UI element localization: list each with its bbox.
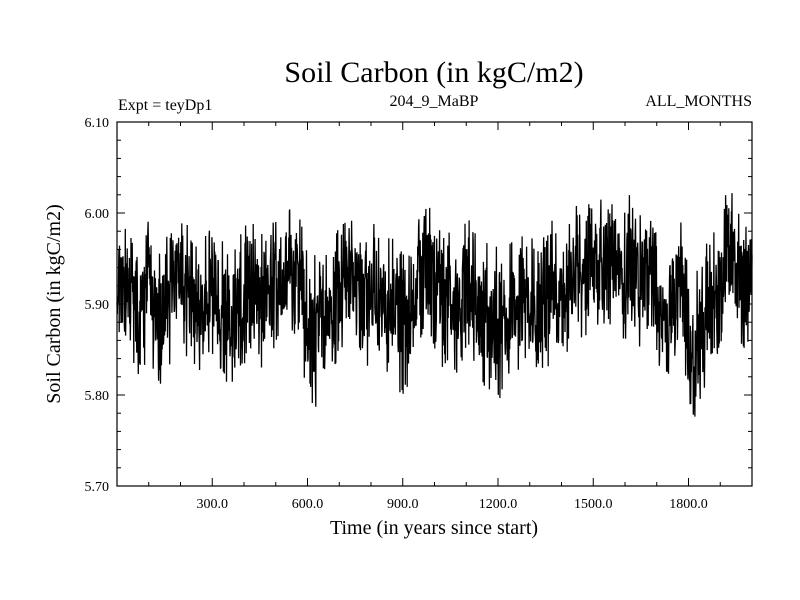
x-tick-label: 600.0: [292, 497, 324, 512]
x-tick-label: 1800.0: [669, 497, 708, 512]
series-line: [116, 193, 753, 417]
x-tick-label: 1200.0: [479, 497, 518, 512]
y-tick-label: 5.90: [85, 298, 110, 313]
y-tick-label: 5.80: [85, 389, 110, 404]
x-tick-label: 300.0: [197, 497, 229, 512]
x-tick-label: 1500.0: [574, 497, 613, 512]
chart-subtitle-months: ALL_MONTHS: [645, 93, 752, 110]
y-tick-label: 6.10: [85, 116, 110, 131]
x-tick-label: 900.0: [387, 497, 419, 512]
x-axis-label: Time (in years since start): [330, 517, 538, 539]
y-tick-label: 6.00: [85, 207, 110, 222]
y-tick-label: 5.70: [85, 480, 110, 495]
chart-subtitle-period: 204_9_MaBP: [390, 93, 479, 110]
series-layer: [116, 193, 753, 417]
chart-subtitle-experiment: Expt = teyDp1: [118, 97, 212, 114]
plot-frame: [116, 121, 753, 487]
tick-layer: 300.0 600.0 900.0 1200.0 1500.0 1800.0 5.70 5.8…: [85, 116, 752, 512]
chart-title: Soil Carbon (in kgC/m2): [284, 56, 583, 89]
y-axis-label: Soil Carbon (in kgC/m2): [43, 204, 65, 403]
